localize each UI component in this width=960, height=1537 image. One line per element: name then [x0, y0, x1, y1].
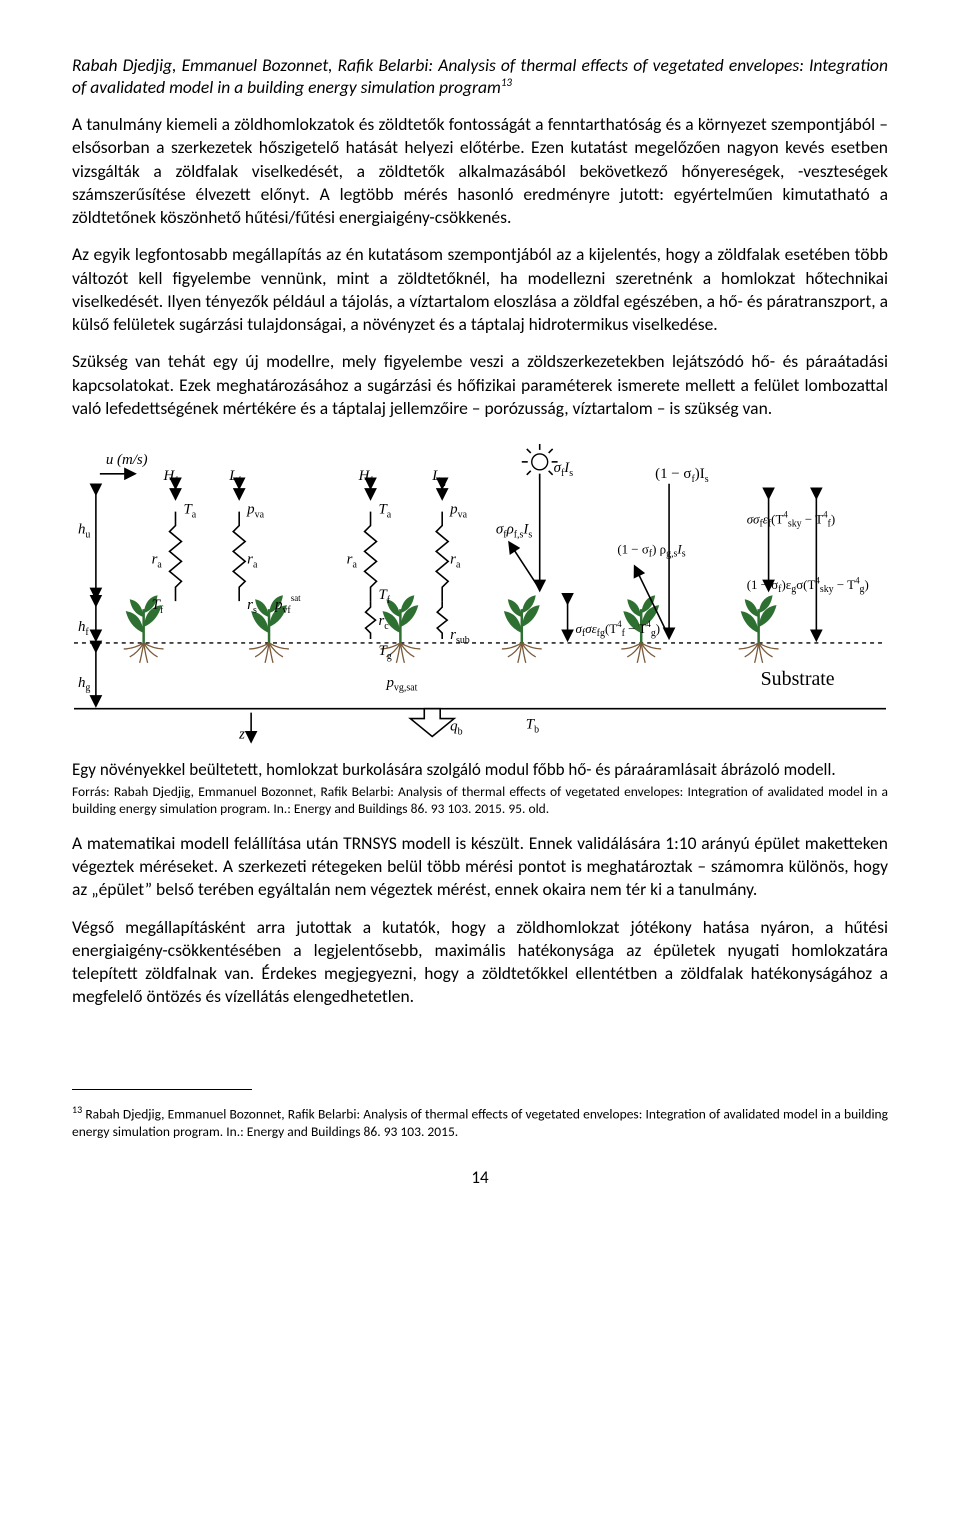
- svg-text:pvfsat: pvfsat: [274, 593, 301, 616]
- thermal-model-figure: u (m/s) hu hf hg Hf Ta ra Tf Lf pva ra r…: [72, 434, 888, 752]
- svg-text:Hf: Hf: [358, 468, 374, 487]
- svg-text:Substrate: Substrate: [761, 668, 835, 690]
- svg-text:u (m/s): u (m/s): [106, 452, 148, 468]
- svg-text:σσfεf(T4sky − T4f): σσfεf(T4sky − T4f): [747, 510, 835, 530]
- paragraph-5: Végső megállapításként arra jutottak a k…: [72, 916, 888, 1009]
- svg-text:Lg: Lg: [431, 468, 445, 487]
- svg-text:Tg: Tg: [378, 643, 391, 662]
- svg-text:Ta: Ta: [183, 502, 196, 521]
- svg-text:σfIs: σfIs: [554, 460, 574, 479]
- figure-source: Forrás: Rabah Djedjig, Emmanuel Bozonnet…: [72, 783, 888, 818]
- svg-text:pva: pva: [246, 502, 264, 521]
- svg-text:Tf: Tf: [378, 587, 390, 606]
- svg-text:Tb: Tb: [526, 717, 539, 736]
- paper-reference-heading: Rabah Djedjig, Emmanuel Bozonnet, Rafik …: [72, 54, 888, 100]
- footnote-number: 13: [72, 1103, 82, 1116]
- footnote-text: Rabah Djedjig, Emmanuel Bozonnet, Rafik …: [72, 1106, 888, 1141]
- svg-text:(1 − σf) ρg,sIs: (1 − σf) ρg,sIs: [617, 542, 685, 560]
- svg-text:hf: hf: [78, 619, 89, 638]
- svg-text:(1 − σf)εgσ(T4sky − T4g): (1 − σf)εgσ(T4sky − T4g): [747, 575, 869, 595]
- svg-text:hg: hg: [78, 675, 90, 694]
- paragraph-1: A tanulmány kiemeli a zöldhomlokzatok és…: [72, 113, 888, 229]
- svg-text:Hf: Hf: [163, 468, 179, 487]
- paragraph-2: Az egyik legfontosabb megállapítás az én…: [72, 243, 888, 336]
- svg-text:ra: ra: [347, 552, 358, 571]
- svg-text:pvg,sat: pvg,sat: [385, 675, 417, 694]
- paper-reference-sup: 13: [501, 76, 512, 89]
- svg-text:ra: ra: [152, 552, 163, 571]
- svg-text:qb: qb: [450, 719, 462, 738]
- paper-reference-text: Rabah Djedjig, Emmanuel Bozonnet, Rafik …: [72, 54, 888, 99]
- paragraph-3: Szükség van tehát egy új modellre, mely …: [72, 350, 888, 420]
- svg-text:pva: pva: [449, 502, 467, 521]
- svg-text:ra: ra: [450, 552, 461, 571]
- svg-text:hu: hu: [78, 522, 90, 541]
- paragraph-4: A matematikai modell felállítása után TR…: [72, 832, 888, 902]
- svg-text:Ta: Ta: [378, 502, 391, 521]
- svg-text:ra: ra: [247, 552, 258, 571]
- svg-text:σfρf,sIs: σfρf,sIs: [496, 522, 532, 541]
- svg-text:z: z: [238, 727, 245, 743]
- svg-text:(1 − σf)Is: (1 − σf)Is: [655, 466, 709, 485]
- svg-text:Lf: Lf: [228, 468, 241, 487]
- svg-text:rsub: rsub: [450, 627, 470, 646]
- svg-text:σfσεfg(T4f − T4g): σfσεfg(T4f − T4g): [576, 619, 661, 639]
- footnote-separator: [72, 1089, 252, 1090]
- figure-caption: Egy növényekkel beültetett, homlokzat bu…: [72, 759, 888, 781]
- footnote-13: 13 Rabah Djedjig, Emmanuel Bozonnet, Raf…: [72, 1103, 888, 1141]
- page-number: 14: [72, 1167, 888, 1188]
